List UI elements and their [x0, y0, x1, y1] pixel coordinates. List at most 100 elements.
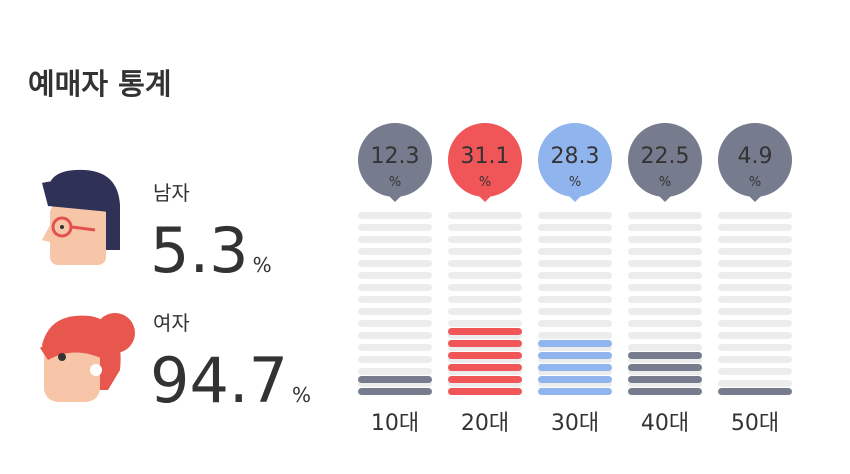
stripe	[628, 344, 702, 351]
gender-number: 5.3	[150, 214, 249, 287]
bar-stripe	[718, 388, 792, 395]
value-label: 12.3	[371, 144, 420, 169]
gender-value: 5.3%	[150, 214, 272, 287]
bar-stripe	[628, 364, 702, 371]
stripe	[358, 344, 432, 351]
stripe	[538, 212, 612, 219]
stripe	[448, 308, 522, 315]
stripe	[628, 308, 702, 315]
bar-stripe	[628, 376, 702, 383]
bubble	[448, 123, 522, 197]
value-label: 4.9	[738, 144, 773, 169]
gender-stats: 남자 5.3 % 여자 94.7%	[150, 181, 311, 417]
bar-stripe	[358, 376, 432, 383]
bar-stripe	[448, 376, 522, 383]
stripe	[448, 236, 522, 243]
stripe	[358, 320, 432, 327]
value-unit: %	[479, 175, 491, 190]
stripe	[718, 284, 792, 291]
stripe	[718, 344, 792, 351]
stripe	[358, 212, 432, 219]
value-label: 22.5	[641, 144, 690, 169]
bubble	[718, 123, 792, 197]
stripe	[628, 284, 702, 291]
stripe	[448, 284, 522, 291]
stripe	[628, 296, 702, 303]
stripe	[628, 332, 702, 339]
stripe	[718, 296, 792, 303]
stripe	[628, 212, 702, 219]
bar-stripe	[448, 388, 522, 395]
value-unit: %	[749, 175, 761, 190]
stripe	[538, 248, 612, 255]
bubble	[538, 123, 612, 197]
bar-stripe	[538, 388, 612, 395]
stripe	[538, 284, 612, 291]
value-unit: %	[659, 175, 671, 190]
stripe	[538, 332, 612, 339]
stripe	[628, 248, 702, 255]
stripe	[628, 260, 702, 267]
stripe	[448, 320, 522, 327]
stripe	[718, 212, 792, 219]
stripe	[718, 224, 792, 231]
bar-stripe	[448, 364, 522, 371]
male-icon	[42, 169, 120, 265]
female-icon	[40, 313, 135, 402]
stripe	[538, 260, 612, 267]
gender-unit: %	[292, 383, 311, 407]
bar	[448, 328, 522, 395]
bar-stripe	[628, 352, 702, 359]
bar-stripe	[538, 364, 612, 371]
bar	[358, 376, 432, 395]
bar	[718, 388, 792, 395]
bar	[538, 340, 612, 395]
bar-stripe	[358, 388, 432, 395]
stripe	[358, 248, 432, 255]
bar-stripe	[538, 376, 612, 383]
gender-label: 남자	[153, 181, 190, 205]
value-label: 31.1	[461, 144, 510, 169]
stripe	[448, 212, 522, 219]
bar-stripe	[448, 352, 522, 359]
stripe	[358, 368, 432, 375]
bubble	[628, 123, 702, 197]
stripe	[358, 224, 432, 231]
stripe	[358, 260, 432, 267]
stripe	[448, 296, 522, 303]
stripe	[538, 236, 612, 243]
age-chart: 12.3% 10대 31.1% 20대 28.3% 30대 22.5% 40대 4.9% 50대	[358, 123, 792, 436]
stripe	[718, 308, 792, 315]
stripe	[358, 272, 432, 279]
bar-stripe	[538, 340, 612, 347]
bar-stripe	[538, 352, 612, 359]
stripe	[358, 332, 432, 339]
stripe	[628, 320, 702, 327]
stripe	[358, 236, 432, 243]
bar-stripe	[448, 340, 522, 347]
stripe	[538, 224, 612, 231]
stripe	[718, 260, 792, 267]
gender-label: 여자	[153, 311, 190, 335]
stripe	[718, 320, 792, 327]
stripe	[358, 296, 432, 303]
stripe	[448, 260, 522, 267]
value-unit: %	[569, 175, 581, 190]
value-unit: %	[389, 175, 401, 190]
gender-number: 94.7	[150, 344, 288, 417]
stripe	[358, 308, 432, 315]
stripe	[538, 308, 612, 315]
title: 예매자 통계	[28, 67, 172, 101]
stripe	[628, 224, 702, 231]
category-label: 50대	[731, 411, 779, 436]
stripe	[448, 224, 522, 231]
stripe	[718, 248, 792, 255]
gender-unit: %	[253, 253, 272, 277]
stripe	[628, 236, 702, 243]
value-label: 28.3	[551, 144, 600, 169]
category-label: 10대	[371, 411, 419, 436]
gender-value: 94.7%	[150, 344, 311, 417]
stripe	[358, 284, 432, 291]
stripe	[718, 380, 792, 387]
stripe	[538, 296, 612, 303]
